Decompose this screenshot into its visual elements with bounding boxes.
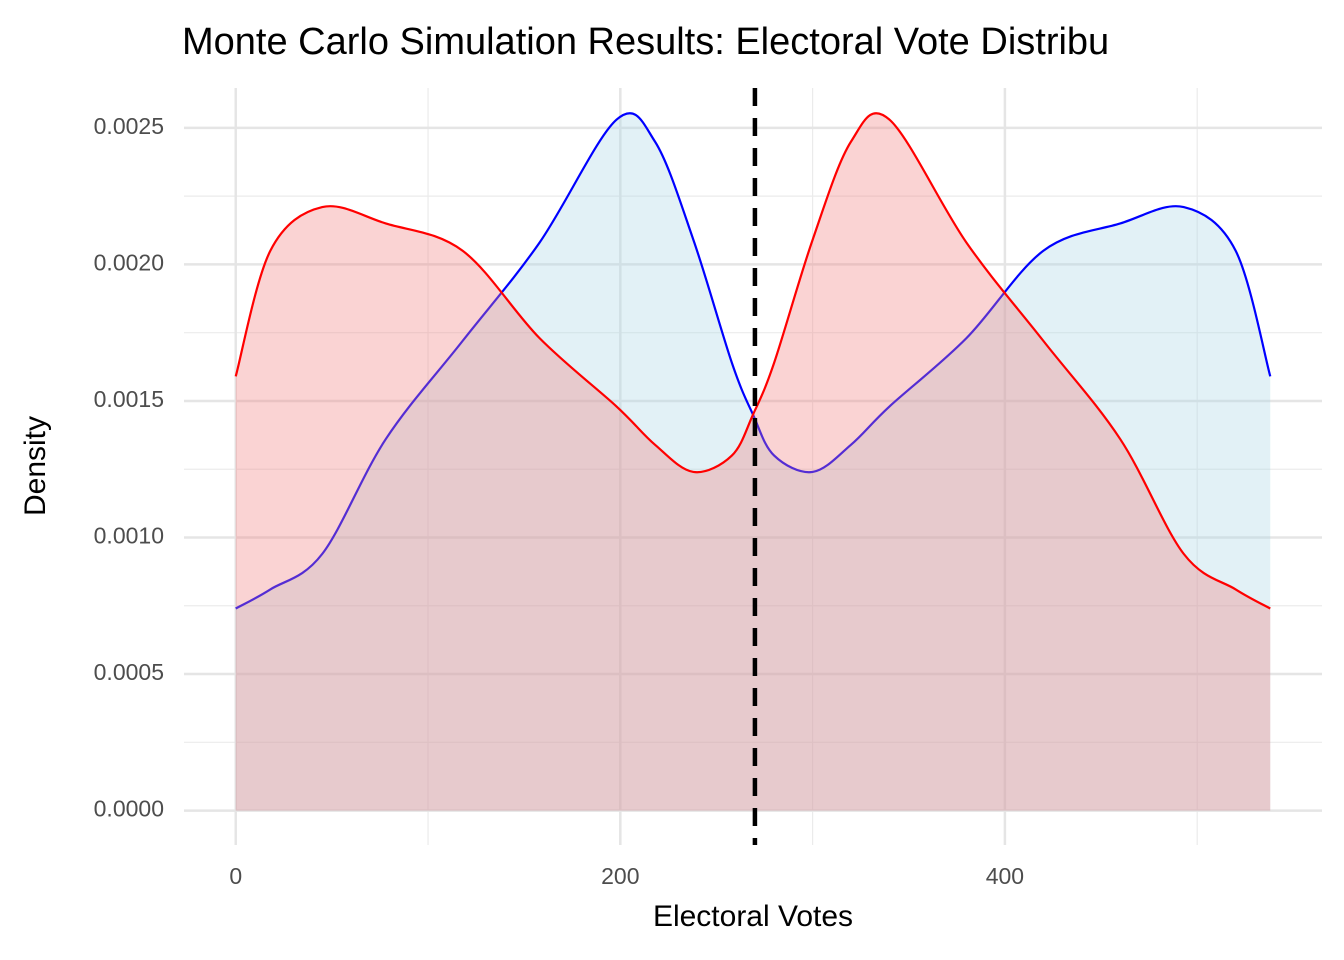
x-axis-title: Electoral Votes [653,900,853,933]
density-line [235,112,1272,610]
density-line [234,112,1271,610]
y-tick-label: 0.0015 [94,386,164,412]
y-tick-label: 0.0025 [94,113,164,139]
y-tick-label: 0.0010 [94,523,164,549]
x-tick-label: 200 [601,863,639,889]
chart-title: Monte Carlo Simulation Results: Electora… [182,21,1109,63]
x-tick-label: 400 [986,863,1024,889]
y-axis-title: Density [19,416,52,516]
x-tick-label: 0 [229,863,242,889]
y-tick-label: 0.0000 [94,796,164,822]
y-tick-label: 0.0005 [94,659,164,685]
y-tick-label: 0.0020 [94,249,164,275]
